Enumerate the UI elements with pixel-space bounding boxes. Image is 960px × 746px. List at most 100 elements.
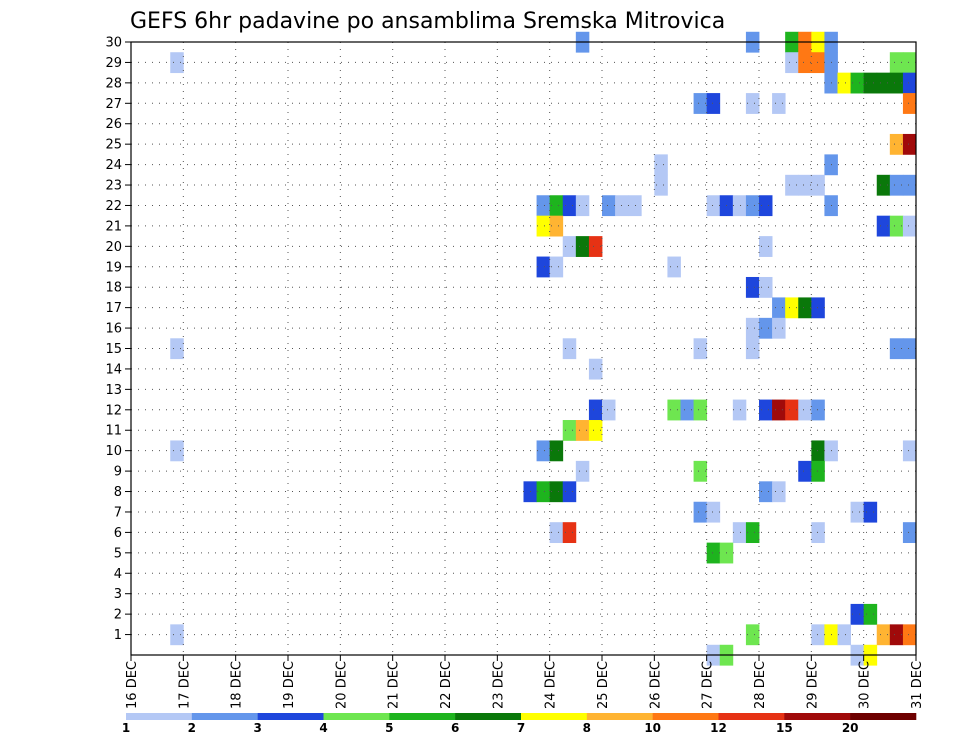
heatmap-cell	[759, 481, 773, 503]
heatmap-cell	[811, 522, 825, 544]
heatmap-cell	[811, 52, 825, 74]
legend-label: 15	[776, 721, 793, 735]
x-tick-label: 27 DEC	[701, 661, 716, 709]
heatmap-cell	[562, 236, 577, 257]
heatmap-cell	[549, 256, 564, 278]
heatmap-cell	[575, 420, 590, 441]
heatmap-cell	[745, 624, 760, 646]
heatmap-cell	[602, 399, 616, 421]
legend-swatch	[257, 713, 324, 720]
heatmap-cell	[588, 358, 603, 380]
heatmap-cell	[745, 93, 760, 114]
heatmap-cell	[588, 236, 603, 257]
heatmap-cell	[772, 399, 786, 421]
heatmap-cell	[170, 52, 184, 74]
legend-label: 3	[253, 721, 261, 735]
x-tick-label: 25 DEC	[596, 661, 611, 709]
y-tick-label: 25	[105, 138, 122, 153]
heatmap-cell	[562, 522, 577, 544]
heatmap-cell	[889, 624, 904, 646]
heatmap-cell	[902, 624, 917, 646]
y-tick-label: 8	[114, 485, 122, 500]
y-tick-label: 12	[105, 403, 122, 418]
legend-label: 10	[644, 721, 661, 735]
y-tick-label: 7	[114, 505, 122, 520]
heatmap-cell	[549, 481, 564, 503]
legend-swatch	[784, 713, 851, 720]
heatmap-cell	[902, 52, 917, 74]
axes: 1234567891011121314151617181920212223242…	[105, 36, 925, 709]
heatmap-cell	[706, 195, 721, 217]
heatmap-cell	[745, 276, 760, 298]
y-tick-label: 19	[105, 260, 122, 275]
y-tick-label: 2	[114, 608, 122, 623]
heatmap-cell	[798, 174, 812, 196]
y-tick-label: 27	[105, 97, 122, 112]
heatmap-cell	[876, 174, 891, 196]
chart-title: GEFS 6hr padavine po ansamblima Sremska …	[130, 9, 725, 34]
y-tick-label: 10	[105, 444, 122, 459]
heatmap-cell	[772, 297, 786, 319]
heatmap-cell	[732, 522, 747, 544]
heatmap-cell	[759, 276, 773, 298]
heatmap-cell	[798, 297, 812, 319]
heatmap-cell	[837, 624, 851, 646]
heatmap-cell	[785, 174, 799, 196]
y-tick-label: 28	[105, 76, 122, 91]
x-tick-label: 20 DEC	[334, 661, 349, 709]
heatmap-cell	[745, 522, 760, 544]
heatmap-cell	[680, 399, 694, 421]
heatmap-cell	[772, 481, 786, 503]
heatmap-cell	[170, 624, 184, 646]
heatmap-cell	[811, 297, 825, 319]
heatmap-cell	[654, 174, 668, 196]
heatmap-cell	[170, 338, 184, 360]
heatmap-cell	[562, 195, 577, 217]
legend-swatch	[586, 713, 653, 720]
x-tick-label: 19 DEC	[282, 661, 297, 709]
x-tick-label: 29 DEC	[805, 661, 820, 709]
x-tick-label: 24 DEC	[544, 661, 559, 709]
y-tick-label: 29	[105, 56, 122, 71]
legend-swatch	[126, 713, 193, 720]
heatmap-cell	[889, 215, 904, 237]
heatmap-cell	[549, 440, 564, 462]
heatmap-cell	[536, 195, 551, 217]
heatmap-cell	[850, 603, 865, 625]
legend-label: 7	[517, 721, 525, 735]
heatmap-cell	[588, 399, 603, 421]
heatmap-cell	[876, 215, 891, 237]
heatmap-cell	[863, 72, 878, 94]
heatmap-cell	[628, 195, 642, 217]
heatmap-cell	[837, 72, 851, 94]
heatmap-cell	[654, 154, 668, 176]
heatmap-cell	[811, 399, 825, 421]
heatmap-cell	[575, 460, 590, 482]
heatmap-cell	[902, 440, 917, 462]
heatmap-cell	[693, 399, 708, 421]
y-tick-label: 30	[105, 36, 122, 51]
y-tick-label: 20	[105, 240, 122, 255]
legend-label: 4	[319, 721, 327, 735]
heatmap-cell	[902, 174, 917, 196]
y-tick-label: 11	[105, 424, 122, 439]
heatmap-cell	[850, 501, 865, 523]
legend-swatch	[850, 713, 917, 720]
heatmap-cell	[902, 338, 917, 360]
legend-label: 6	[451, 721, 459, 735]
legend-label: 20	[842, 721, 859, 735]
heatmap-cell	[575, 195, 590, 217]
heatmap-cell	[536, 440, 551, 462]
heatmap-cell	[575, 236, 590, 257]
y-tick-label: 1	[114, 628, 122, 643]
heatmap-cell	[889, 174, 904, 196]
x-tick-label: 31 DEC	[910, 661, 925, 709]
y-tick-label: 5	[114, 546, 122, 561]
legend-swatch	[389, 713, 456, 720]
legend-label: 2	[188, 721, 196, 735]
y-tick-label: 23	[105, 179, 122, 194]
heatmap-cell	[536, 256, 551, 278]
heatmap-cell	[889, 133, 904, 155]
legend-swatch	[652, 713, 719, 720]
heatmap-cell	[759, 236, 773, 257]
